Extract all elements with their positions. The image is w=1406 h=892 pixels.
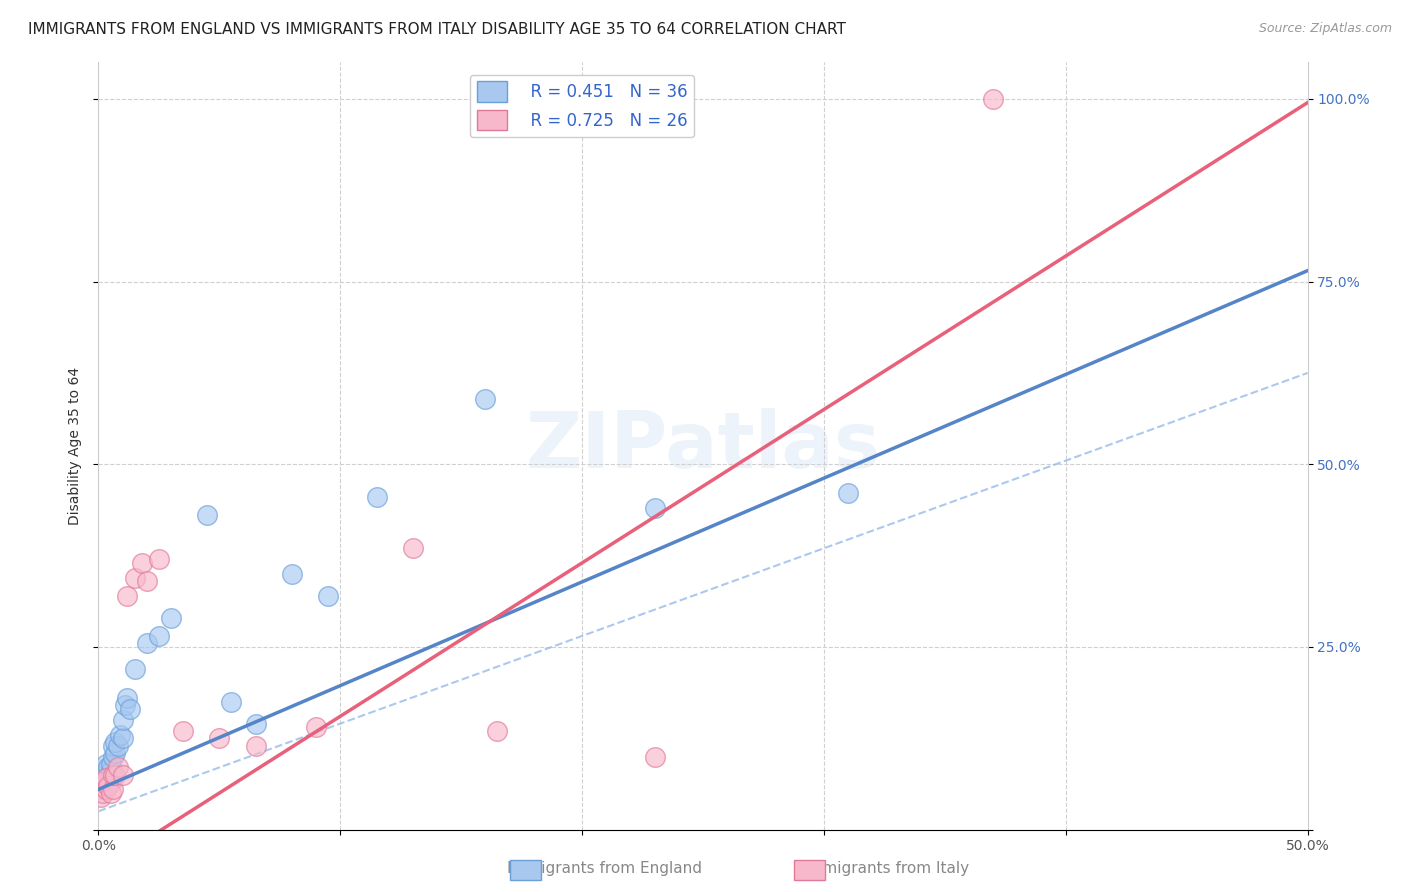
- Point: [245, 739, 267, 753]
- Point: [148, 552, 170, 566]
- Point: [107, 760, 129, 774]
- Point: [101, 782, 124, 797]
- Point: [245, 716, 267, 731]
- Text: ZIPatlas: ZIPatlas: [526, 408, 880, 484]
- Point: [100, 786, 122, 800]
- Point: [97, 779, 120, 793]
- Y-axis label: Disability Age 35 to 64: Disability Age 35 to 64: [67, 367, 82, 525]
- Point: [111, 713, 134, 727]
- Point: [117, 691, 139, 706]
- Point: [97, 760, 120, 774]
- Point: [90, 789, 112, 804]
- Point: [104, 746, 127, 760]
- Point: [90, 779, 112, 793]
- Point: [305, 720, 328, 734]
- Point: [91, 775, 114, 789]
- Point: [644, 501, 666, 516]
- Point: [124, 570, 146, 584]
- Text: Immigrants from Italy: Immigrants from Italy: [803, 861, 969, 876]
- Point: [107, 739, 129, 753]
- Point: [208, 731, 231, 746]
- Point: [486, 723, 509, 738]
- Point: [101, 739, 124, 753]
- Point: [90, 782, 112, 797]
- Point: [91, 779, 114, 793]
- Point: [111, 731, 134, 746]
- Point: [94, 779, 117, 793]
- Point: [135, 636, 157, 650]
- Point: [281, 566, 304, 581]
- Point: [101, 768, 124, 782]
- Point: [100, 756, 122, 771]
- Point: [94, 772, 117, 786]
- Point: [104, 768, 127, 782]
- Point: [118, 702, 141, 716]
- Point: [195, 508, 218, 523]
- Point: [94, 782, 117, 797]
- Text: Source: ZipAtlas.com: Source: ZipAtlas.com: [1258, 22, 1392, 36]
- Point: [100, 775, 122, 789]
- Point: [135, 574, 157, 589]
- Point: [114, 698, 136, 713]
- Point: [148, 629, 170, 643]
- Point: [101, 749, 124, 764]
- Point: [837, 486, 859, 500]
- Point: [366, 490, 388, 504]
- Point: [91, 768, 114, 782]
- Point: [117, 589, 139, 603]
- Point: [100, 764, 122, 778]
- Point: [221, 695, 243, 709]
- Point: [160, 610, 183, 624]
- Point: [108, 728, 131, 742]
- Text: Immigrants from England: Immigrants from England: [508, 861, 702, 876]
- Point: [131, 556, 153, 570]
- Point: [316, 589, 339, 603]
- Point: [97, 772, 120, 786]
- Point: [981, 92, 1004, 106]
- Text: IMMIGRANTS FROM ENGLAND VS IMMIGRANTS FROM ITALY DISABILITY AGE 35 TO 64 CORRELA: IMMIGRANTS FROM ENGLAND VS IMMIGRANTS FR…: [28, 22, 846, 37]
- Point: [91, 786, 114, 800]
- Point: [124, 662, 146, 676]
- Point: [644, 749, 666, 764]
- Point: [474, 392, 496, 406]
- Point: [94, 764, 117, 778]
- Point: [172, 723, 194, 738]
- Point: [402, 541, 425, 556]
- Legend:   R = 0.451   N = 36,   R = 0.725   N = 26: R = 0.451 N = 36, R = 0.725 N = 26: [470, 75, 695, 137]
- Point: [90, 775, 112, 789]
- Point: [104, 735, 127, 749]
- Point: [111, 768, 134, 782]
- Point: [94, 756, 117, 771]
